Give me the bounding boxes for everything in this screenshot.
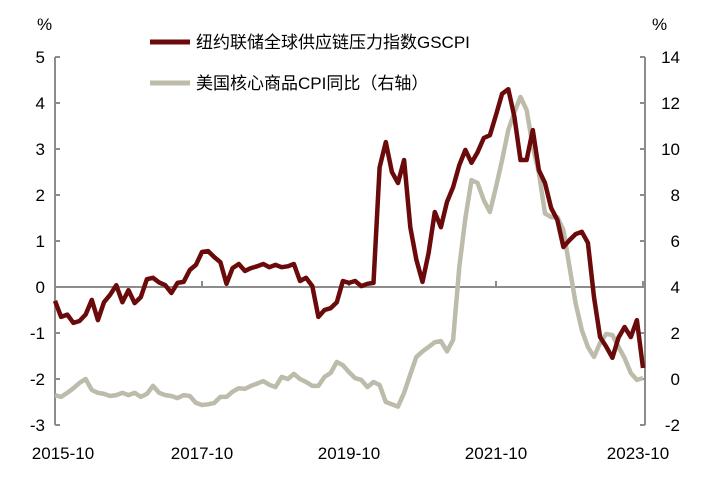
x-tick-label: 2017-10 [171,444,233,463]
left-tick-label: 4 [36,94,45,113]
left-tick-label: -2 [30,370,45,389]
right-tick-label: 2 [671,324,680,343]
right-tick-label: 8 [671,186,680,205]
core-cpi-line [54,94,644,409]
left-axis-unit: % [37,15,52,34]
right-tick-label: 6 [671,232,680,251]
legend: 纽约联储全球供应链压力指数GSCPI 美国核心商品CPI同比（右轴） [150,33,470,93]
series-lines [52,86,646,409]
left-tick-label: 1 [36,232,45,251]
legend-label-core-cpi: 美国核心商品CPI同比（右轴） [196,74,428,93]
right-tick-label: 4 [671,278,680,297]
x-tick-label: 2015-10 [32,444,94,463]
left-tick-label: -3 [30,416,45,435]
left-tick-label: 2 [36,186,45,205]
right-tick-label: 0 [671,370,680,389]
legend-label-gscpi: 纽约联储全球供应链压力指数GSCPI [196,33,470,52]
left-tick-label: 3 [36,140,45,159]
right-tick-label: 10 [661,140,680,159]
x-tick-label: 2021-10 [465,444,527,463]
x-tick-label: 2023-10 [607,444,669,463]
right-tick-label: 14 [661,48,680,67]
x-tick-label: 2019-10 [318,444,380,463]
gscpi-line [52,86,646,369]
right-tick-label: 12 [661,94,680,113]
left-tick-label: 0 [36,278,45,297]
left-tick-label: -1 [30,324,45,343]
left-tick-label: 5 [36,48,45,67]
right-axis-unit: % [652,15,667,34]
right-tick-label: -2 [665,416,680,435]
